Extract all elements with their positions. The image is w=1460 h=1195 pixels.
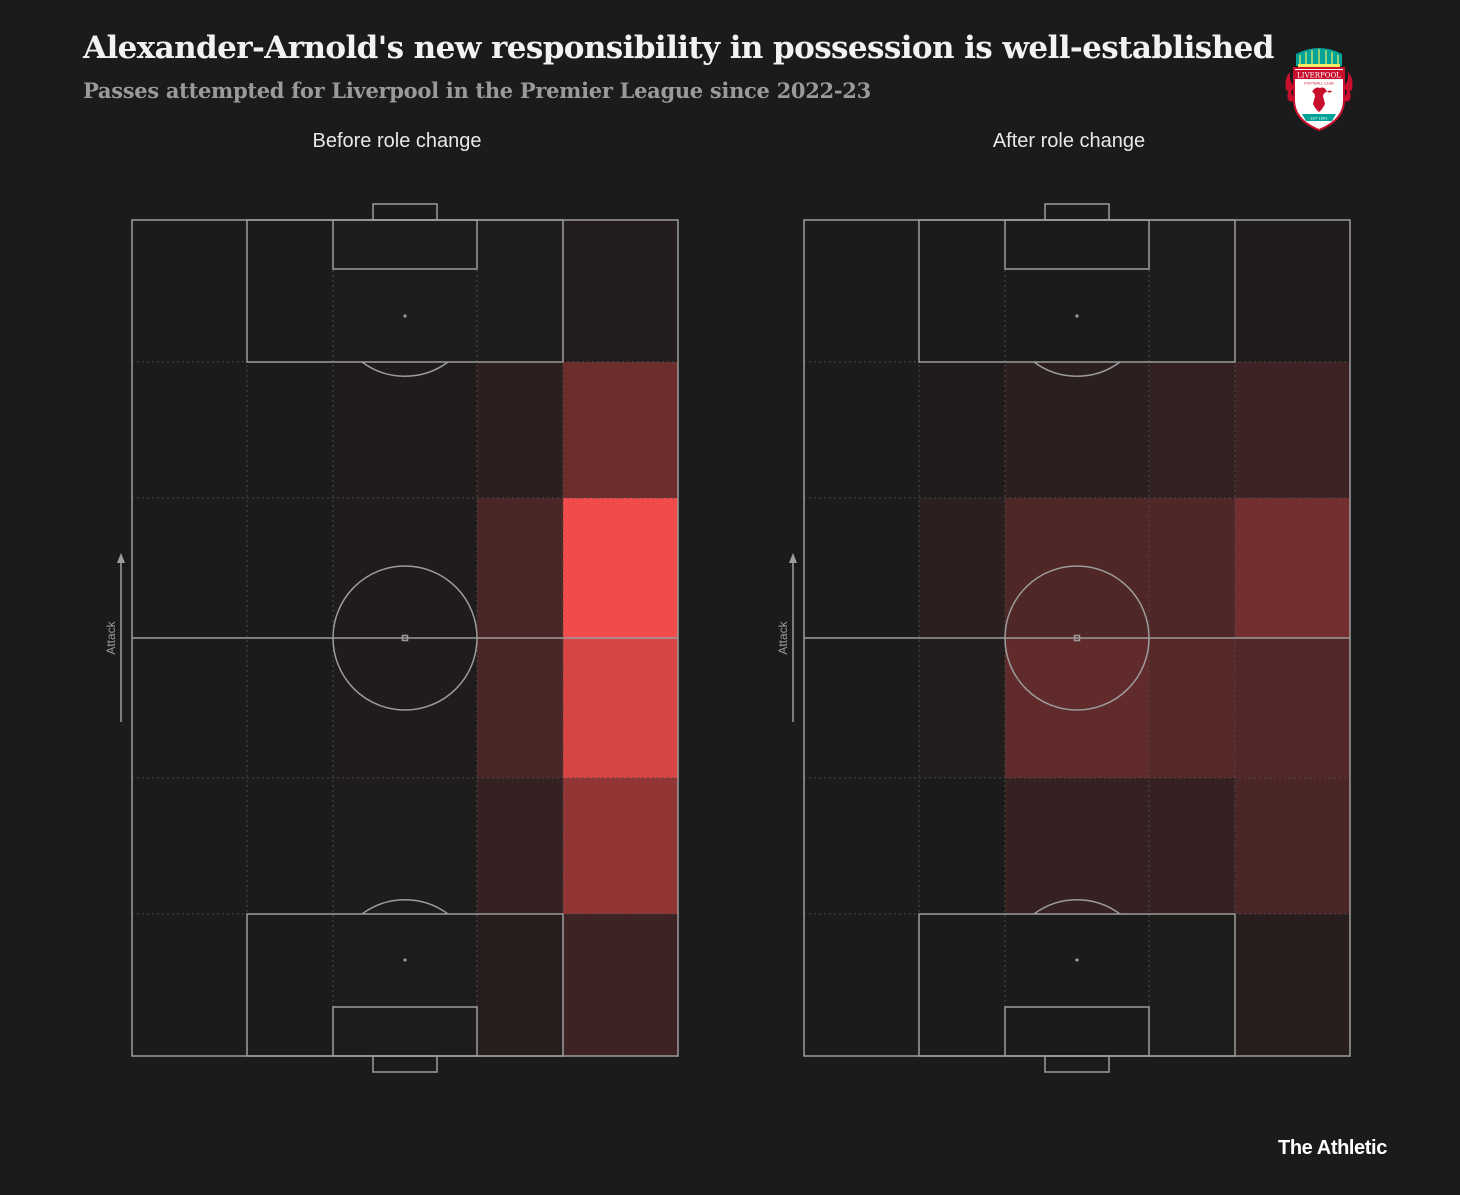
center-circle	[1004, 565, 1150, 711]
the-athletic-logo: The Athletic	[1278, 1137, 1387, 1159]
heat-cell	[477, 638, 563, 778]
heat-cell	[1235, 914, 1350, 1056]
heat-cell	[919, 362, 1005, 498]
heat-cell	[333, 638, 477, 778]
penalty-arc-bottom	[361, 899, 449, 915]
attack-arrow: Attack	[104, 553, 125, 722]
penalty-arc-top	[361, 361, 449, 377]
heat-cell	[563, 778, 678, 914]
heat-cell	[132, 914, 247, 1056]
attack-label: Attack	[104, 620, 118, 654]
heat-cell	[333, 362, 477, 498]
heat-cell	[563, 362, 678, 498]
goal-bottom	[1044, 1055, 1110, 1073]
heat-cell	[477, 778, 563, 914]
heat-cell	[477, 914, 563, 1056]
pitch-markings	[131, 203, 679, 1073]
heat-cell	[1235, 362, 1350, 498]
heat-cell	[1005, 638, 1149, 778]
heat-cell	[804, 778, 919, 914]
heat-cell	[1149, 778, 1235, 914]
attack-arrow: Attack	[776, 553, 797, 722]
heatmap-cells	[132, 220, 678, 1056]
heat-cell	[247, 638, 333, 778]
arrow-head	[117, 553, 125, 563]
heat-cell	[919, 638, 1005, 778]
panel-title-after: After role change	[992, 130, 1146, 152]
heat-cell	[563, 638, 678, 778]
heat-cell	[1149, 220, 1235, 362]
crest-text-liverpool: LIVERPOOL	[1297, 72, 1341, 80]
penalty-arc-top	[1033, 361, 1121, 377]
heat-cell	[1005, 220, 1149, 362]
heat-cell	[563, 914, 678, 1056]
heat-cell	[247, 778, 333, 914]
heat-cell	[333, 220, 477, 362]
heat-cell	[1149, 914, 1235, 1056]
pitch-markings	[803, 203, 1351, 1073]
heat-cell	[1149, 498, 1235, 638]
heat-cell	[132, 778, 247, 914]
heat-cell	[1235, 638, 1350, 778]
crest-text-est: EST 1892	[1310, 117, 1327, 121]
heat-cell	[247, 362, 333, 498]
liverpool-crest-icon: LIVERPOOL FOOTBALL CLUB EST 1892	[1285, 48, 1353, 132]
heat-cell	[919, 220, 1005, 362]
heatmap-cells	[804, 220, 1350, 1056]
heat-cell	[132, 362, 247, 498]
heat-cell	[919, 914, 1005, 1056]
heat-cell	[804, 362, 919, 498]
heat-cell	[1005, 362, 1149, 498]
goal-top	[1044, 203, 1110, 221]
heat-cell	[333, 778, 477, 914]
heat-cell	[1235, 498, 1350, 638]
heat-cell	[333, 498, 477, 638]
heat-cell	[919, 778, 1005, 914]
heat-cell	[804, 638, 919, 778]
heat-cell	[247, 220, 333, 362]
panel-title-before: Before role change	[312, 130, 482, 152]
heat-cell	[1235, 778, 1350, 914]
penalty-spot-top	[1075, 314, 1079, 318]
center-spot	[1073, 634, 1081, 642]
heat-cell	[1149, 362, 1235, 498]
heat-cell	[804, 498, 919, 638]
goal-top	[372, 203, 438, 221]
crest-text-football-club: FOOTBALL CLUB	[1304, 82, 1334, 86]
center-circle	[332, 565, 478, 711]
heat-cell	[477, 362, 563, 498]
heat-cell	[333, 914, 477, 1056]
heat-cell	[247, 914, 333, 1056]
heat-cell	[804, 220, 919, 362]
heat-cell	[1005, 498, 1149, 638]
heat-cell	[804, 914, 919, 1056]
heatmap-pitch-after: Attack	[776, 203, 1351, 1073]
center-spot	[401, 634, 409, 642]
heat-cell	[477, 498, 563, 638]
heat-cell	[247, 498, 333, 638]
penalty-spot-bottom	[1075, 958, 1079, 962]
heat-cell	[132, 638, 247, 778]
heat-cell	[477, 220, 563, 362]
chart-title: Alexander-Arnold's new responsibility in…	[83, 30, 1274, 66]
heat-cell	[919, 498, 1005, 638]
heat-cell	[1235, 220, 1350, 362]
heat-cell	[132, 220, 247, 362]
heat-cell	[563, 220, 678, 362]
heat-cell	[1005, 778, 1149, 914]
penalty-spot-bottom	[403, 958, 407, 962]
heat-cell	[1005, 914, 1149, 1056]
heatmap-pitch-before: Attack	[104, 203, 679, 1073]
heat-cell	[1149, 638, 1235, 778]
penalty-spot-top	[403, 314, 407, 318]
arrow-head	[789, 553, 797, 563]
chart-subtitle: Passes attempted for Liverpool in the Pr…	[83, 78, 871, 103]
attack-label: Attack	[776, 620, 790, 654]
goal-bottom	[372, 1055, 438, 1073]
heat-cell	[563, 498, 678, 638]
penalty-arc-bottom	[1033, 899, 1121, 915]
heat-cell	[132, 498, 247, 638]
